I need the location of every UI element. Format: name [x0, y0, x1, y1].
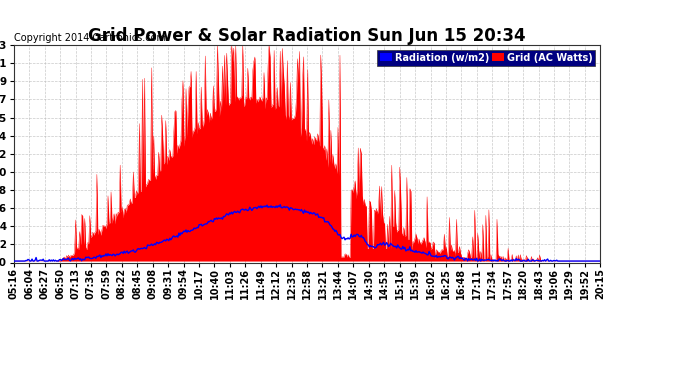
Legend: Radiation (w/m2), Grid (AC Watts): Radiation (w/m2), Grid (AC Watts) [377, 50, 595, 66]
Text: Copyright 2014 Cartronics.com: Copyright 2014 Cartronics.com [14, 33, 166, 43]
Title: Grid Power & Solar Radiation Sun Jun 15 20:34: Grid Power & Solar Radiation Sun Jun 15 … [88, 27, 526, 45]
